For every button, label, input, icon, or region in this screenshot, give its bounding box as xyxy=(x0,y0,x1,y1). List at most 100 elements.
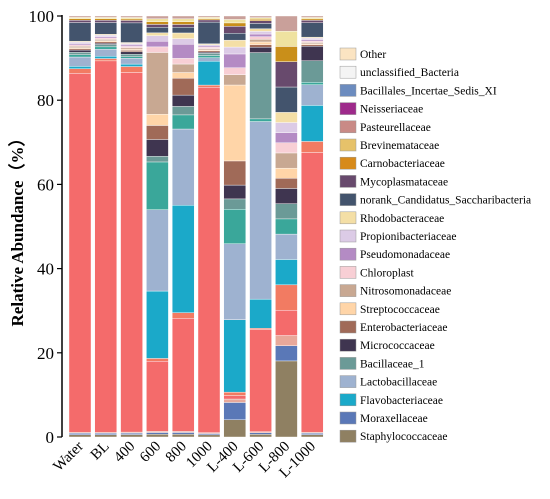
legend-item: Streptococcaceae xyxy=(339,302,440,316)
bar-segment xyxy=(94,20,118,23)
bar-segment xyxy=(146,290,169,359)
bar-segment xyxy=(249,31,272,35)
bar-segment xyxy=(146,27,169,34)
bar-segment xyxy=(249,298,272,329)
bar-segment xyxy=(68,434,92,438)
bar-segment xyxy=(223,22,247,27)
bar-segment xyxy=(301,434,324,438)
bar-segment xyxy=(223,33,247,41)
legend-label: Flavobacteriaceae xyxy=(360,395,443,407)
bar-segment xyxy=(275,61,298,88)
legend-swatch xyxy=(339,247,357,261)
bar-segment xyxy=(171,63,195,73)
legend-label: Other xyxy=(360,49,386,61)
bar-segment xyxy=(171,24,195,28)
bar-segment xyxy=(249,20,272,24)
legend-swatch xyxy=(339,175,357,188)
bar-segment xyxy=(171,205,195,313)
bar-segment xyxy=(146,32,169,36)
y-axis-label: Relative Abundance（%） xyxy=(7,130,27,327)
bar-segment xyxy=(120,434,143,438)
legend-item: Neisseriaceae xyxy=(339,102,423,116)
bar-segment xyxy=(146,114,169,126)
bar-L-600 xyxy=(249,15,272,438)
bar-segment xyxy=(146,24,169,28)
bar-segment xyxy=(68,49,92,53)
legend-swatch xyxy=(339,138,357,152)
bar-segment xyxy=(94,37,118,40)
bar-segment xyxy=(275,122,298,133)
bar-segment xyxy=(171,128,195,206)
bar-segment xyxy=(146,41,169,48)
bar-segment xyxy=(301,20,324,23)
bar-segment xyxy=(68,19,92,23)
bar-segment xyxy=(275,86,298,113)
bar-400 xyxy=(120,15,143,438)
bar-segment xyxy=(171,18,195,22)
bar-segment xyxy=(301,82,324,85)
bar-segment xyxy=(68,433,92,435)
bar-segment xyxy=(146,156,169,163)
bar-segment xyxy=(68,54,92,58)
bar-segment xyxy=(249,39,272,43)
bar-segment xyxy=(171,77,195,96)
legend-item: Nitrosomonadaceae xyxy=(339,284,451,298)
bar-segment xyxy=(223,26,247,34)
legend-swatch xyxy=(339,357,357,370)
bar-segment xyxy=(249,28,272,32)
legend-item: Pseudomonadaceae xyxy=(339,247,450,261)
legend-swatch xyxy=(339,65,357,79)
bar-segment xyxy=(301,37,324,40)
bar-segment xyxy=(94,22,118,35)
bar-L-400 xyxy=(223,15,247,438)
y-tick-label: 0 xyxy=(46,428,55,447)
bar-1000 xyxy=(197,15,221,438)
bar-L-800 xyxy=(275,15,298,438)
bar-segment xyxy=(171,312,195,319)
legend-item: Lactobacillaceae xyxy=(339,375,437,389)
bar-segment xyxy=(223,402,247,420)
legend-label: Bacillaceae_1 xyxy=(360,358,425,370)
bar-segment xyxy=(120,43,143,46)
bar-segment xyxy=(146,139,169,157)
bar-segment xyxy=(120,51,143,55)
bar-segment xyxy=(94,48,118,57)
bar-segment xyxy=(223,209,247,244)
bar-segment xyxy=(223,198,247,210)
legend-swatch xyxy=(339,393,357,407)
bar-segment xyxy=(94,34,118,37)
bar-segment xyxy=(94,60,118,433)
bar-segment xyxy=(275,178,298,189)
bar-segment xyxy=(197,434,221,438)
legend-item: Chloroplast xyxy=(339,266,414,279)
legend-swatch xyxy=(339,302,357,316)
bar-segment xyxy=(197,57,221,62)
legend-label: Brevinemataceae xyxy=(360,140,439,152)
bar-segment xyxy=(94,433,118,435)
legend-item: Staphylococcaceae xyxy=(339,429,447,443)
x-tick-label: 400 xyxy=(111,439,138,466)
legend-label: Lactobacillaceae xyxy=(360,377,437,389)
legend-item: Flavobacteriaceae xyxy=(339,393,443,407)
bar-segment xyxy=(68,52,92,55)
bar-segment xyxy=(171,94,195,107)
legend-item: Moraxellaceae xyxy=(339,411,428,425)
legend-item: norank_Candidatus_Saccharibacteria xyxy=(339,193,531,207)
legend-label: Micrococcaceae xyxy=(360,340,435,352)
bar-segment xyxy=(146,433,169,438)
bar-segment xyxy=(275,284,298,311)
bar-segment xyxy=(197,15,221,18)
bar-segment xyxy=(301,22,324,38)
bar-segment xyxy=(120,18,143,21)
bar-segment xyxy=(275,112,298,123)
bar-segment xyxy=(275,142,298,154)
bar-segment xyxy=(120,17,143,20)
legend-item: Other xyxy=(339,47,386,61)
bar-segment xyxy=(275,15,298,32)
legend-label: unclassified_Bacteria xyxy=(360,67,459,79)
bar-L-1000 xyxy=(301,15,324,438)
legend-swatch xyxy=(339,211,357,225)
bar-segment xyxy=(94,46,118,50)
bar-segment xyxy=(223,46,247,55)
bar-segment xyxy=(275,335,298,346)
